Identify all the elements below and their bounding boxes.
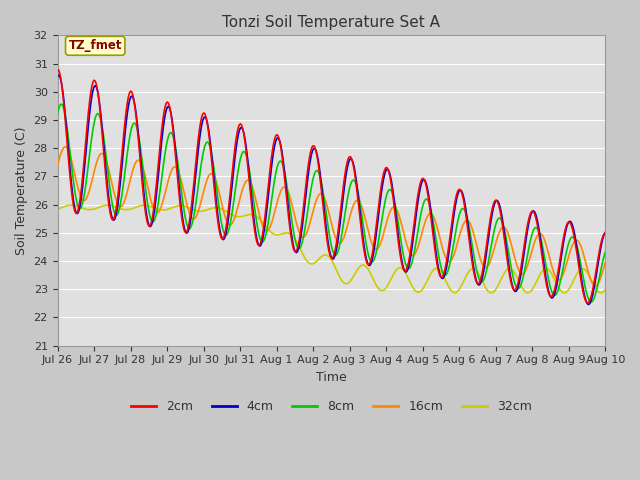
X-axis label: Time: Time [316, 371, 347, 384]
Text: TZ_fmet: TZ_fmet [68, 39, 122, 52]
Y-axis label: Soil Temperature (C): Soil Temperature (C) [15, 126, 28, 255]
Legend: 2cm, 4cm, 8cm, 16cm, 32cm: 2cm, 4cm, 8cm, 16cm, 32cm [126, 396, 537, 418]
Title: Tonzi Soil Temperature Set A: Tonzi Soil Temperature Set A [223, 15, 440, 30]
